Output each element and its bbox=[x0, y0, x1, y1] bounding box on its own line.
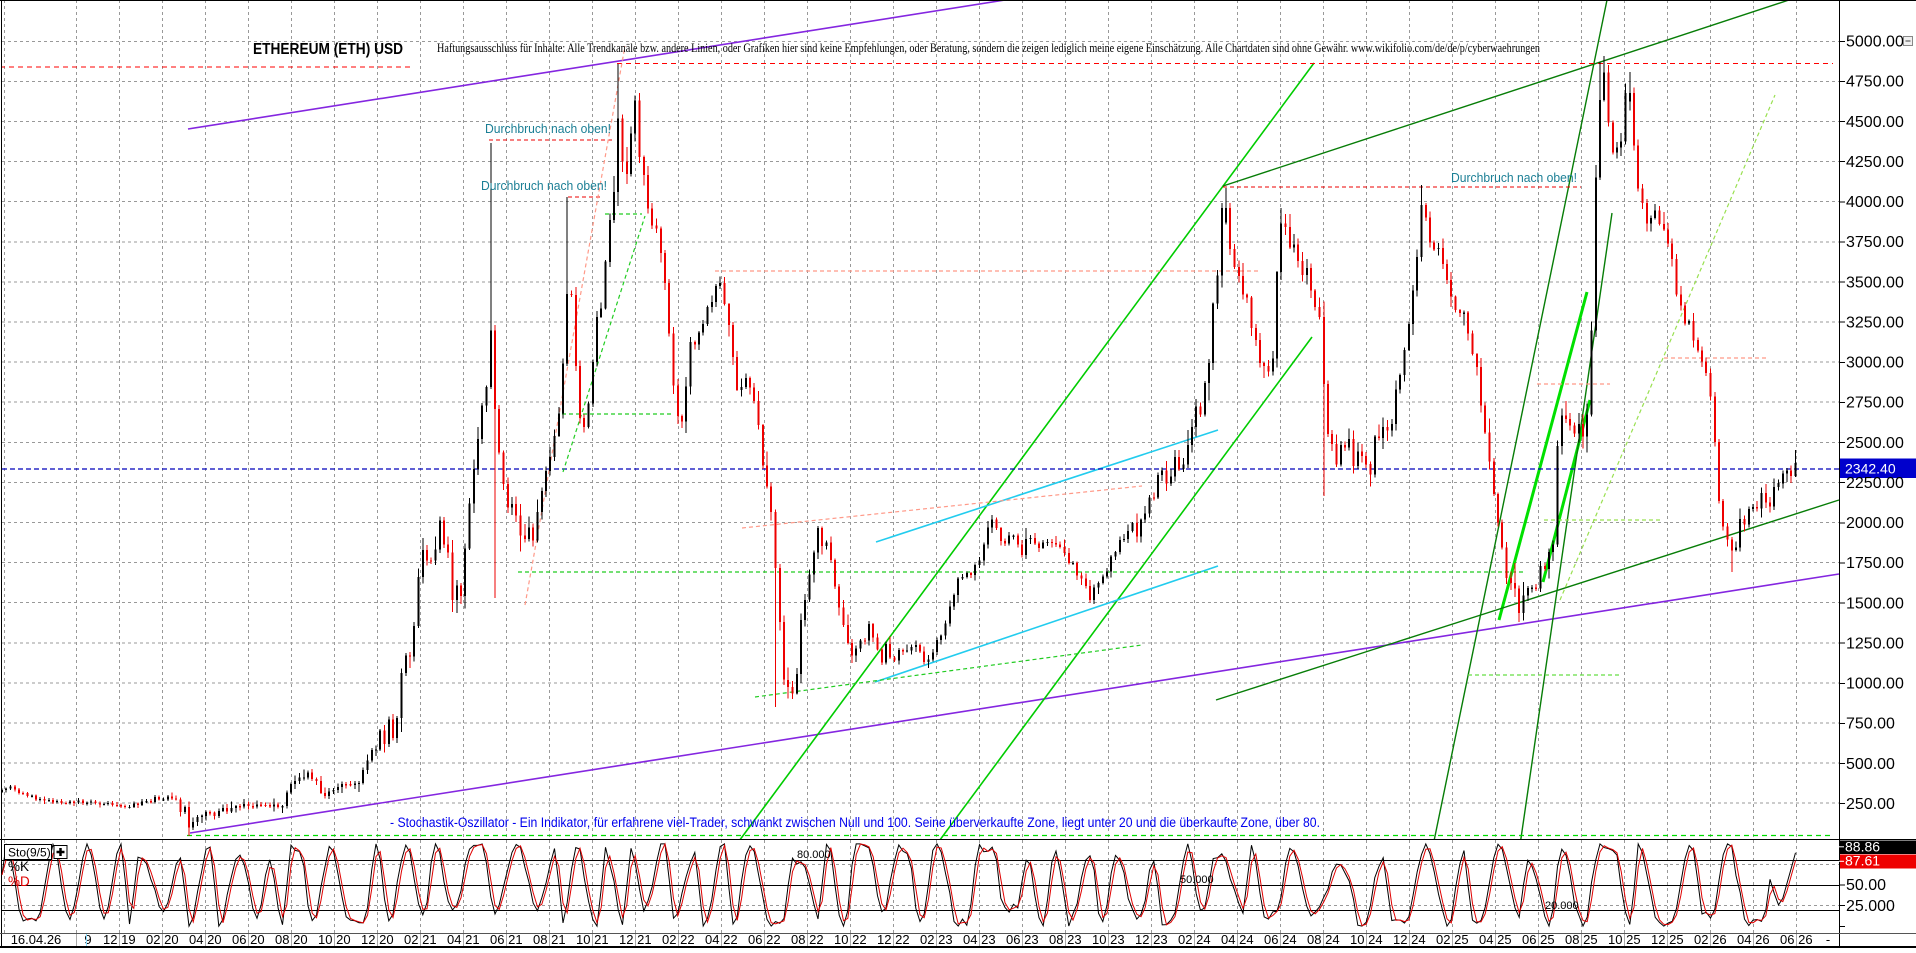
svg-text:3750.00: 3750.00 bbox=[1846, 234, 1904, 251]
svg-text:08 24: 08 24 bbox=[1307, 932, 1340, 947]
svg-text:3500.00: 3500.00 bbox=[1846, 274, 1904, 291]
svg-text:1000.00: 1000.00 bbox=[1846, 676, 1904, 693]
svg-text:2500.00: 2500.00 bbox=[1846, 435, 1904, 452]
svg-text:16.04.26: 16.04.26 bbox=[11, 932, 62, 947]
svg-text:04 20: 04 20 bbox=[189, 932, 222, 947]
svg-text:08 22: 08 22 bbox=[791, 932, 824, 947]
svg-text:06 25: 06 25 bbox=[1522, 932, 1555, 947]
svg-text:06 22: 06 22 bbox=[748, 932, 781, 947]
svg-text:10 23: 10 23 bbox=[1092, 932, 1125, 947]
svg-text:02 24: 02 24 bbox=[1178, 932, 1211, 947]
svg-text:50.000: 50.000 bbox=[1180, 874, 1214, 886]
svg-text:3250.00: 3250.00 bbox=[1846, 315, 1904, 332]
svg-text:ETHEREUM (ETH) USD: ETHEREUM (ETH) USD bbox=[253, 41, 403, 58]
svg-text:12 23: 12 23 bbox=[1135, 932, 1168, 947]
svg-text:08 20: 08 20 bbox=[275, 932, 308, 947]
svg-text:02 22: 02 22 bbox=[662, 932, 695, 947]
svg-text:1250.00: 1250.00 bbox=[1846, 636, 1904, 653]
svg-text:04 25: 04 25 bbox=[1479, 932, 1512, 947]
svg-text:08 21: 08 21 bbox=[533, 932, 566, 947]
svg-text:87.61: 87.61 bbox=[1845, 853, 1880, 869]
svg-text:04 26: 04 26 bbox=[1737, 932, 1770, 947]
svg-text:04 22: 04 22 bbox=[705, 932, 738, 947]
svg-text:-: - bbox=[1826, 932, 1830, 947]
svg-text:12 20: 12 20 bbox=[361, 932, 394, 947]
svg-text:06 23: 06 23 bbox=[1006, 932, 1039, 947]
svg-text:12 19: 12 19 bbox=[103, 932, 136, 947]
svg-text:Durchbruch nach oben!: Durchbruch nach oben! bbox=[485, 121, 611, 136]
svg-text:04 23: 04 23 bbox=[963, 932, 996, 947]
svg-text:88.86: 88.86 bbox=[1845, 839, 1880, 855]
svg-text:02 23: 02 23 bbox=[920, 932, 953, 947]
svg-text:12 25: 12 25 bbox=[1651, 932, 1684, 947]
svg-text:%D: %D bbox=[8, 874, 30, 889]
svg-text:02 26: 02 26 bbox=[1694, 932, 1727, 947]
svg-text:Sto(9/5): Sto(9/5) bbox=[8, 846, 51, 860]
svg-text:02 25: 02 25 bbox=[1436, 932, 1469, 947]
svg-text:2750.00: 2750.00 bbox=[1846, 395, 1904, 412]
svg-text:10 20: 10 20 bbox=[318, 932, 351, 947]
svg-text:10 21: 10 21 bbox=[576, 932, 609, 947]
svg-text:5000.00: 5000.00 bbox=[1846, 34, 1904, 51]
svg-text:10 25: 10 25 bbox=[1608, 932, 1641, 947]
svg-text:3000.00: 3000.00 bbox=[1846, 355, 1904, 372]
svg-text:06 24: 06 24 bbox=[1264, 932, 1297, 947]
svg-text:- Stochastik-Oszillator - Ein: - Stochastik-Oszillator - Ein Indikator,… bbox=[390, 815, 1320, 830]
svg-text:4500.00: 4500.00 bbox=[1846, 114, 1904, 131]
svg-text:10 24: 10 24 bbox=[1350, 932, 1383, 947]
svg-text:4750.00: 4750.00 bbox=[1846, 74, 1904, 91]
svg-text:2000.00: 2000.00 bbox=[1846, 515, 1904, 532]
svg-text:250.00: 250.00 bbox=[1846, 796, 1895, 813]
svg-text:80.000: 80.000 bbox=[797, 849, 831, 861]
svg-text:02 20: 02 20 bbox=[146, 932, 179, 947]
svg-text:50.00: 50.00 bbox=[1846, 877, 1886, 894]
svg-text:12 22: 12 22 bbox=[877, 932, 910, 947]
svg-text:9: 9 bbox=[84, 932, 91, 947]
svg-text:04 24: 04 24 bbox=[1221, 932, 1254, 947]
svg-text:20.000: 20.000 bbox=[1545, 900, 1579, 912]
svg-text:08 25: 08 25 bbox=[1565, 932, 1598, 947]
svg-text:06 26: 06 26 bbox=[1780, 932, 1813, 947]
svg-text:Durchbruch nach oben!: Durchbruch nach oben! bbox=[481, 178, 607, 193]
svg-text:08 23: 08 23 bbox=[1049, 932, 1082, 947]
svg-text:06 21: 06 21 bbox=[490, 932, 523, 947]
svg-text:Haftungsausschluss für Inhalte: Haftungsausschluss für Inhalte: Alle Tre… bbox=[437, 40, 1540, 55]
svg-text:12 24: 12 24 bbox=[1393, 932, 1426, 947]
svg-text:2342.40: 2342.40 bbox=[1845, 461, 1896, 477]
svg-text:%K: %K bbox=[8, 859, 29, 874]
svg-text:02 21: 02 21 bbox=[404, 932, 437, 947]
svg-text:2250.00: 2250.00 bbox=[1846, 475, 1904, 492]
svg-text:06 20: 06 20 bbox=[232, 932, 265, 947]
svg-text:750.00: 750.00 bbox=[1846, 716, 1895, 733]
svg-text:25.000: 25.000 bbox=[1846, 898, 1895, 915]
svg-text:4000.00: 4000.00 bbox=[1846, 194, 1904, 211]
svg-text:1750.00: 1750.00 bbox=[1846, 555, 1904, 572]
svg-text:04 21: 04 21 bbox=[447, 932, 480, 947]
svg-text:1500.00: 1500.00 bbox=[1846, 595, 1904, 612]
svg-text:500.00: 500.00 bbox=[1846, 756, 1895, 773]
svg-text:Durchbruch nach oben!: Durchbruch nach oben! bbox=[1451, 170, 1577, 185]
svg-text:10 22: 10 22 bbox=[834, 932, 867, 947]
svg-text:4250.00: 4250.00 bbox=[1846, 154, 1904, 171]
svg-text:12 21: 12 21 bbox=[619, 932, 652, 947]
